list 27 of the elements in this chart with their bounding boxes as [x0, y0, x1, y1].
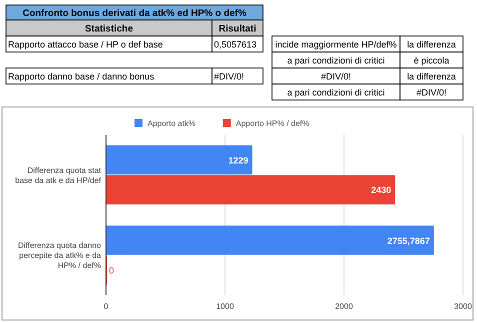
text: Rapporto danno base / danno bonus [8, 72, 155, 82]
legend-label: Apporto HP% / def% [236, 119, 310, 128]
chart-title: Confronto bonus derivati da atk% ed HP% o def% [22, 8, 247, 19]
text: Statistiche [84, 24, 134, 34]
data-label: 0 [109, 266, 114, 276]
text: a pari condizioni di critici [287, 56, 385, 66]
text: 0,5057613 [214, 40, 257, 50]
x-tick-label: 1000 [216, 302, 234, 311]
text: incide maggiormente HP/def% [275, 40, 397, 50]
x-tick-label: 0 [104, 302, 109, 311]
text: #DIV/0! [214, 72, 244, 82]
data-label: 2755,7867 [387, 236, 430, 246]
legend-label: Apporto atk% [148, 119, 196, 128]
data-label: 1229 [228, 155, 248, 166]
text: a pari condizioni di critici [287, 88, 385, 98]
text: la differenza [407, 72, 456, 82]
x-tick-label: 3000 [454, 302, 472, 311]
x-tick-label: 2000 [335, 302, 354, 311]
y-tick-label: Differenza quota stat base da atk e da HP/def [15, 166, 102, 185]
text: #DIV/0! [320, 72, 352, 82]
data-label: 2430 [371, 185, 392, 196]
text: #DIV/0! [416, 88, 447, 98]
text: Rapporto attacco base / HP o def base [8, 40, 163, 50]
text: Risultati [218, 24, 256, 34]
y-tick-label: Differenza quota danno percepite da atk% e da HP% / def% [18, 241, 102, 270]
text: la differenza [407, 40, 456, 50]
text: è piccola [414, 56, 450, 66]
